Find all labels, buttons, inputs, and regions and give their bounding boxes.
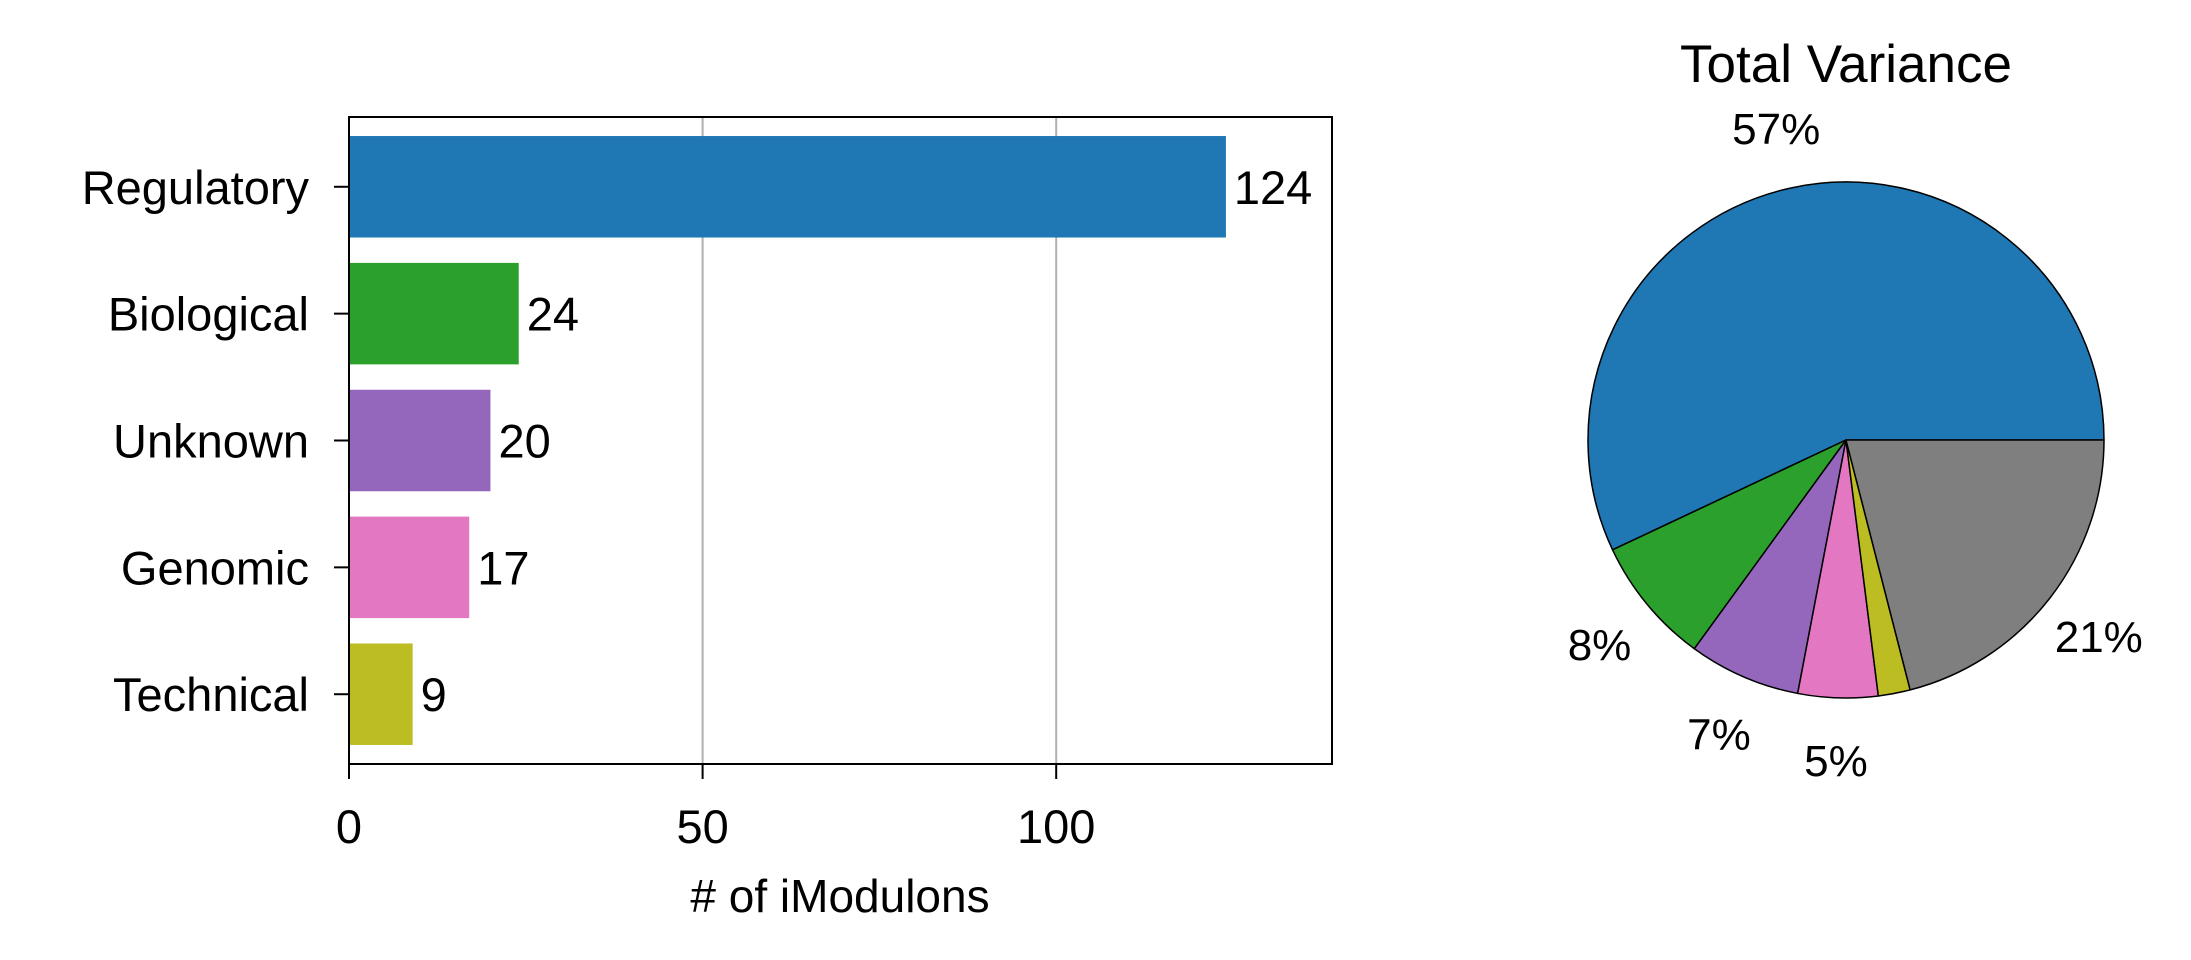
bar-x-ticks: 0 50 100 [336,764,1095,853]
pie-slice [1693,439,1847,695]
pie-slice-label: 57% [1732,105,1820,154]
pie-slice-label: 8% [1568,621,1632,670]
bar-y-tick-label: Regulatory [82,161,310,214]
bar-x-tick-label: 100 [1017,800,1095,853]
bar-value-label: 20 [498,415,550,468]
bar-regulatory [349,136,1226,238]
pie-slice [1611,439,1847,650]
bar-y-tick-label: Technical [113,668,309,721]
bar-biological [349,262,519,365]
pie-slice-label: 7% [1687,711,1751,760]
bar-y-tick-label: Unknown [113,415,309,468]
pie-labels: 57% 8% 7% 5% 21% [1568,105,2143,786]
pie-slice-label: 21% [2055,613,2143,662]
pie-slice [1587,181,2105,551]
pie-slice-label: 5% [1804,737,1868,786]
bar-x-axis-label: # of iModulons [690,870,989,922]
bar-y-tick-label: Genomic [121,541,309,594]
pie-chart: Total Variance 57% 8% 7% 5% 21% [1568,35,2143,786]
bar-y-tick-label: Biological [108,288,309,341]
bar-y-ticks: Regulatory Biological Unknown Genomic Techni… [82,161,349,721]
pie-title: Total Variance [1680,35,2012,94]
bar-value-label: 9 [421,668,447,721]
bar-technical [349,643,413,745]
bar-chart: Regulatory Biological Unknown Genomic Techni… [82,116,1333,922]
pie-slices [1587,181,2105,699]
bar-series [349,136,1226,745]
bar-value-label: 24 [527,288,579,341]
pie-slice [1845,439,2105,691]
bar-value-label: 17 [477,541,529,594]
bar-genomic [349,516,470,619]
bar-value-labels: 124 24 20 17 9 [421,161,1313,721]
bar-value-label: 124 [1234,161,1312,214]
bar-unknown [349,389,491,492]
bar-x-tick-label: 50 [676,800,728,853]
bar-x-tick-label: 0 [336,800,362,853]
